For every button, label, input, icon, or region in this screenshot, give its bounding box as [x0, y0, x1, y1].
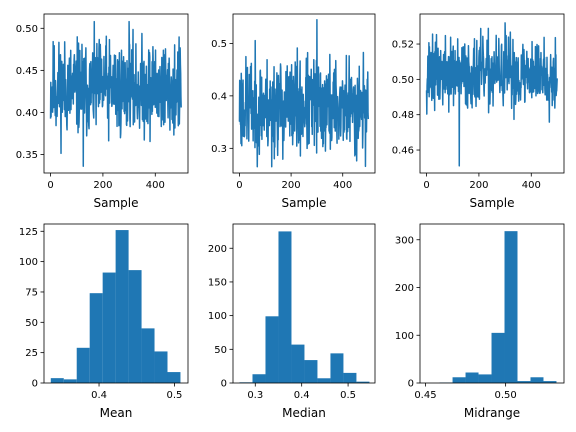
- panel-midrange-trace: 0 200 400 0.46 0.48 0.50 0.52 Sample: [392, 13, 565, 210]
- median-trace-plot-area: 0 200 400 0.3 0.4 0.5: [211, 13, 376, 191]
- mean-histogram-y-tick-label: 0: [32, 379, 38, 390]
- mean-trace-y-tick-label: 0.40: [16, 108, 38, 119]
- panel-midrange-histogram: 0.45 0.50 0 100 200 300 Midrange: [395, 223, 565, 420]
- mean-histogram-x-tick-label: 0.5: [166, 390, 182, 401]
- midrange-histogram-bar: [452, 377, 466, 383]
- panel-median-histogram: 0.3 0.4 0.5 0 50 100 150 200 Median: [208, 223, 376, 420]
- mean-histogram-axes-frame: [43, 223, 189, 384]
- midrange-histogram-x-tick-label: 0.45: [414, 390, 436, 401]
- median-histogram-y-tick-label: 200: [208, 244, 227, 255]
- midrange-trace-y-tick-label: 0.48: [392, 110, 414, 121]
- mean-histogram-y-tick-label: 125: [19, 227, 38, 238]
- midrange-trace-series-line: [425, 22, 558, 167]
- mean-histogram-plot-area: 0.4 0.5 0 25 50 75 100 125: [19, 223, 189, 401]
- mean-histogram-y-tick-label: 50: [25, 318, 38, 329]
- midrange-histogram-bar: [478, 374, 492, 383]
- mean-histogram-x-tick-label: 0.4: [91, 390, 107, 401]
- mean-trace-x-tick-label: 200: [93, 180, 112, 191]
- mean-histogram-bar: [154, 351, 168, 383]
- midrange-histogram-y-tick-label: 300: [395, 235, 414, 246]
- midrange-trace-x-tick-label: 400: [522, 180, 541, 191]
- median-histogram-y-tick-label: 150: [208, 277, 227, 288]
- midrange-histogram-x-axis-label: Midrange: [464, 406, 520, 420]
- median-trace-series-line: [238, 19, 370, 168]
- midrange-histogram-axes-frame: [419, 223, 565, 384]
- mean-trace-y-tick-label: 0.35: [16, 150, 38, 161]
- midrange-histogram-plot-area: 0.45 0.50 0 100 200 300: [395, 223, 565, 401]
- midrange-trace-x-tick-label: 0: [423, 180, 429, 191]
- median-histogram-x-tick-label: 0.4: [294, 390, 310, 401]
- median-trace-y-tick-label: 0.3: [211, 144, 227, 155]
- mean-histogram-bar: [50, 378, 64, 383]
- midrange-trace-y-tick-label: 0.46: [392, 146, 414, 157]
- median-histogram-bar: [317, 378, 331, 383]
- median-trace-x-tick-label: 0: [236, 180, 242, 191]
- mean-trace-series-line: [49, 20, 182, 168]
- midrange-histogram-y-tick-label: 100: [395, 331, 414, 342]
- mean-trace-y-tick-label: 0.50: [16, 24, 38, 35]
- median-trace-x-tick-label: 200: [282, 180, 301, 191]
- mean-histogram-bar: [167, 372, 181, 383]
- midrange-trace-plot-area: 0 200 400 0.46 0.48 0.50 0.52: [392, 13, 565, 191]
- mean-histogram-bar: [76, 347, 90, 383]
- midrange-histogram-y-tick-label: 200: [395, 283, 414, 294]
- mean-histogram-y-tick-label: 75: [25, 287, 38, 298]
- median-histogram-bar: [356, 381, 370, 383]
- median-histogram-plot-area: 0.3 0.4 0.5 0 50 100 150 200: [208, 223, 376, 401]
- midrange-trace-x-tick-label: 200: [469, 180, 488, 191]
- median-histogram-bar: [278, 231, 292, 383]
- mean-trace-x-tick-label: 0: [47, 180, 53, 191]
- median-trace-x-axis-label: Sample: [282, 196, 327, 210]
- median-histogram-bar: [252, 374, 266, 383]
- mean-histogram-x-axis-label: Mean: [100, 406, 133, 420]
- panel-mean-trace: 0 200 400 0.35 0.40 0.45 0.50 Sample: [16, 13, 189, 210]
- midrange-trace-x-axis-label: Sample: [470, 196, 515, 210]
- median-histogram-bar: [304, 360, 318, 383]
- midrange-histogram-bar: [530, 377, 544, 383]
- median-histogram-bar: [330, 353, 344, 383]
- median-trace-axes-frame: [232, 13, 376, 174]
- mean-histogram-bar: [63, 379, 77, 383]
- median-histogram-bar: [343, 372, 357, 383]
- midrange-trace-y-tick-label: 0.52: [392, 40, 414, 51]
- median-histogram-x-tick-label: 0.3: [247, 390, 263, 401]
- median-histogram-x-axis-label: Median: [282, 406, 326, 420]
- median-histogram-x-tick-label: 0.5: [340, 390, 356, 401]
- median-histogram-y-tick-label: 0: [221, 379, 227, 390]
- midrange-histogram-y-tick-label: 0: [408, 379, 414, 390]
- mean-trace-axes-frame: [43, 13, 189, 174]
- midrange-histogram-bar: [465, 372, 479, 383]
- median-histogram-bar: [291, 344, 305, 383]
- panel-median-trace: 0 200 400 0.3 0.4 0.5 Sample: [211, 13, 376, 210]
- mean-histogram-y-tick-label: 100: [19, 257, 38, 268]
- mean-histogram-bar: [115, 230, 129, 383]
- mean-trace-x-tick-label: 400: [146, 180, 165, 191]
- panel-mean-histogram: 0.4 0.5 0 25 50 75 100 125 Mean: [19, 223, 189, 420]
- mean-histogram-bar: [141, 328, 155, 383]
- midrange-trace-axes-frame: [419, 13, 565, 174]
- median-histogram-bar: [265, 316, 279, 383]
- median-trace-y-tick-label: 0.4: [211, 91, 227, 102]
- midrange-histogram-bar: [504, 231, 518, 383]
- mean-trace-y-tick-label: 0.45: [16, 66, 38, 77]
- median-trace-x-tick-label: 400: [333, 180, 352, 191]
- median-histogram-y-tick-label: 50: [214, 345, 227, 356]
- median-trace-y-tick-label: 0.5: [211, 39, 227, 50]
- midrange-trace-y-tick-label: 0.50: [392, 75, 414, 86]
- median-histogram-axes-frame: [232, 223, 376, 384]
- mean-histogram-bar: [128, 270, 142, 383]
- midrange-histogram-x-tick-label: 0.50: [494, 390, 516, 401]
- mean-histogram-bar: [89, 293, 103, 383]
- mean-trace-plot-area: 0 200 400 0.35 0.40 0.45 0.50: [16, 13, 189, 191]
- mean-histogram-y-tick-label: 25: [25, 348, 38, 359]
- mean-trace-x-axis-label: Sample: [94, 196, 139, 210]
- median-histogram-y-tick-label: 100: [208, 311, 227, 322]
- midrange-histogram-bar: [517, 381, 531, 383]
- mean-histogram-bar: [102, 272, 116, 383]
- midrange-histogram-bar: [543, 381, 557, 383]
- midrange-histogram-bar: [491, 332, 505, 383]
